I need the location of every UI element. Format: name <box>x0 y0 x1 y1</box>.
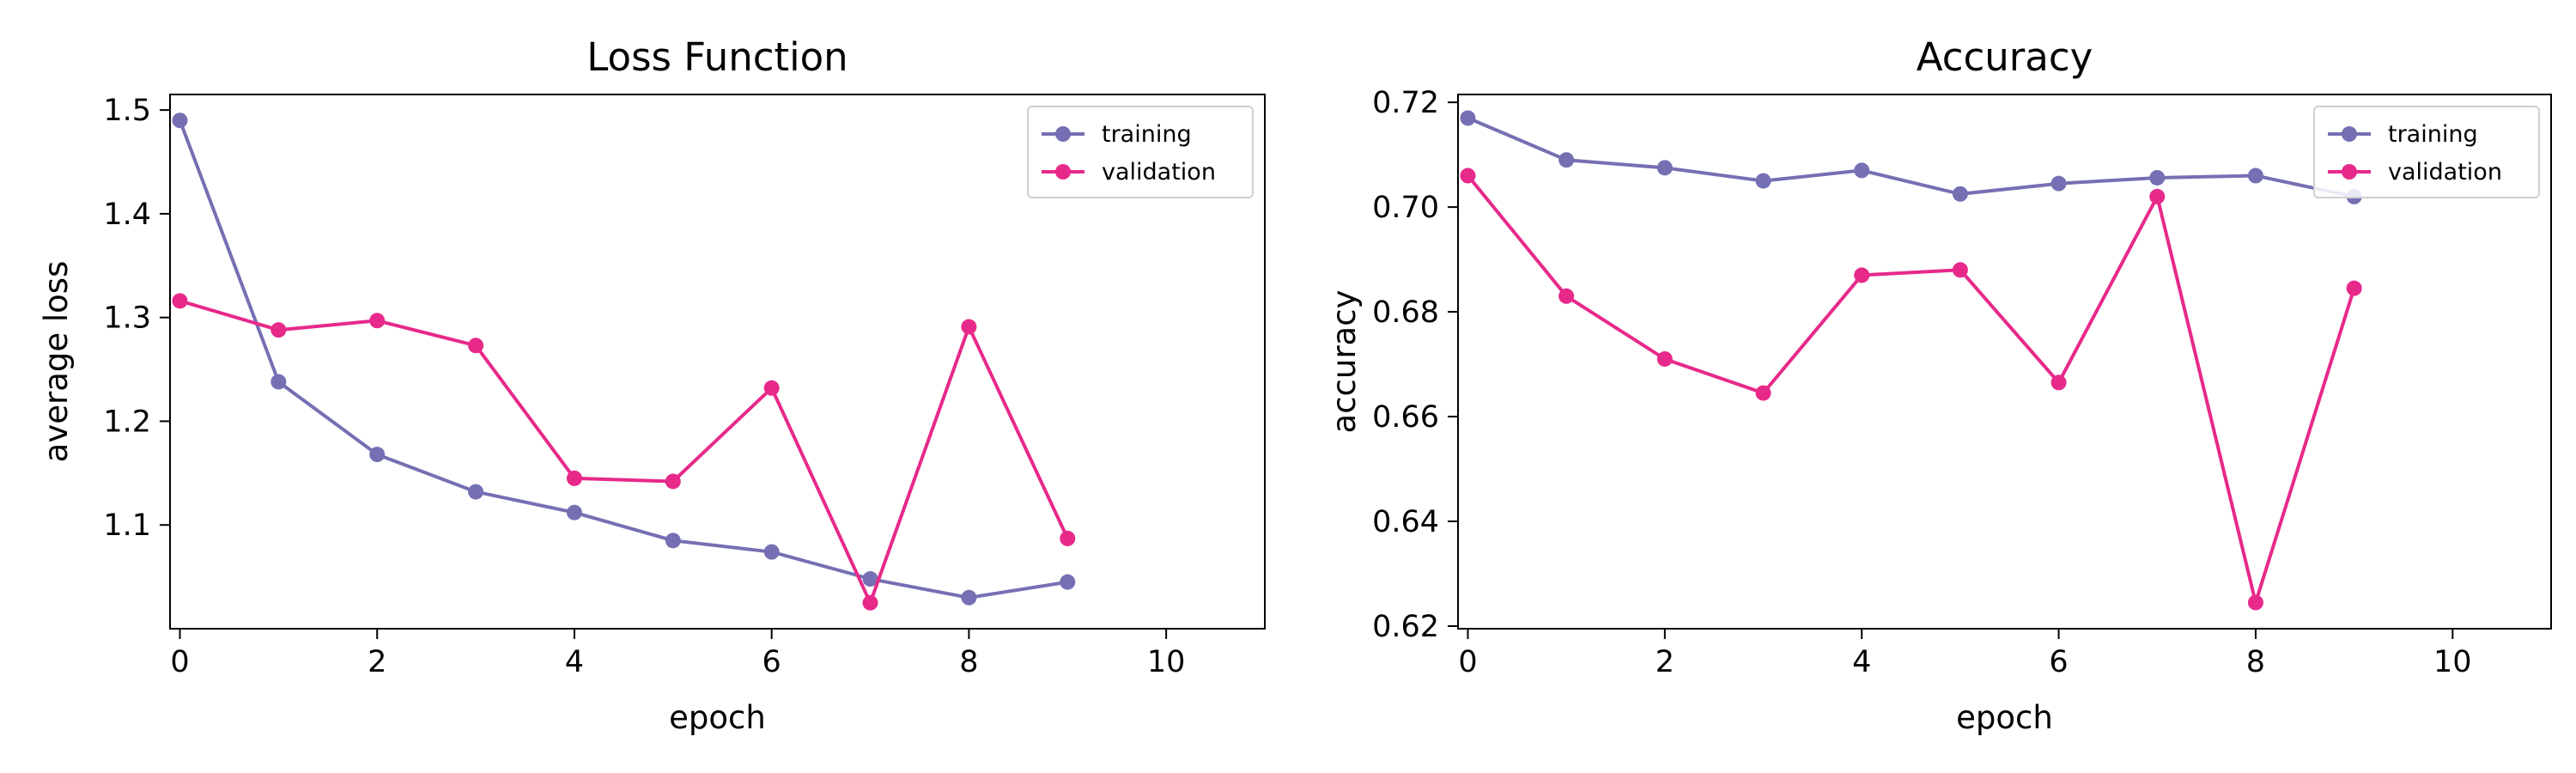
data-point-validation <box>665 473 681 490</box>
x-tick-label: 6 <box>762 645 781 679</box>
series-line-validation <box>178 299 1070 605</box>
chart-title: Loss Function <box>586 34 848 80</box>
x-tick-label: 8 <box>959 645 978 679</box>
x-axis-label: epoch <box>669 699 766 736</box>
data-point-training <box>1952 186 1968 202</box>
chart-title: Accuracy <box>1917 34 2093 80</box>
data-point-training <box>763 544 780 560</box>
y-tick-label: 0.68 <box>1372 295 1439 330</box>
x-tick-label: 10 <box>2433 645 2472 679</box>
x-tick-label: 2 <box>1656 645 1674 679</box>
chart-panel-2: Accuracy 0 2 4 6 8 10 0.62 0.64 0.66 0.68 0.70 0.72 e… <box>1326 34 2552 736</box>
legend: training validation <box>2313 106 2540 198</box>
y-tick-label: 1.5 <box>103 94 151 128</box>
x-tick-label: 10 <box>1147 645 1186 679</box>
y-axis-label: average loss <box>38 261 75 463</box>
data-point-validation <box>862 594 878 611</box>
data-point-training <box>566 504 582 520</box>
y-tick-label: 0.66 <box>1372 400 1439 435</box>
series-validation <box>1460 167 2362 611</box>
legend-marker-training <box>2342 126 2357 142</box>
data-point-validation <box>270 322 287 338</box>
data-point-training <box>1854 162 1870 179</box>
legend-marker-training <box>1055 126 1071 142</box>
x-tick-label: 0 <box>1458 645 1477 679</box>
data-point-validation <box>1460 167 1476 184</box>
data-point-training <box>665 533 681 549</box>
data-point-training <box>1060 574 1076 590</box>
data-point-training <box>369 447 386 463</box>
y-axis-label: accuracy <box>1326 290 1363 434</box>
y-tick-label: 0.64 <box>1372 505 1439 539</box>
data-point-training <box>1460 110 1476 126</box>
data-point-training <box>270 374 287 390</box>
y-tick-label: 0.70 <box>1372 191 1439 225</box>
data-point-validation <box>1755 385 1771 401</box>
data-point-training <box>468 484 484 500</box>
plot-frame <box>1457 94 2552 630</box>
series-training <box>1460 110 2362 204</box>
legend-label-training: training <box>2388 121 2478 148</box>
data-point-training <box>1558 152 1575 168</box>
data-point-training <box>2247 167 2263 184</box>
data-point-training <box>862 571 878 587</box>
legend-marker-validation <box>2342 164 2357 180</box>
data-point-validation <box>468 338 484 354</box>
data-point-validation <box>2050 374 2067 391</box>
data-point-validation <box>172 293 188 309</box>
series-validation <box>172 293 1076 611</box>
x-tick-label: 6 <box>2049 645 2068 679</box>
plot-frame <box>169 94 1266 630</box>
data-point-validation <box>2346 280 2362 296</box>
x-tick-label: 4 <box>1852 645 1871 679</box>
x-tick-label: 4 <box>565 645 584 679</box>
data-point-validation <box>369 313 386 329</box>
legend-box <box>2313 106 2540 198</box>
data-point-validation <box>1060 530 1076 546</box>
legend-marker-validation <box>1055 164 1071 180</box>
data-point-validation <box>1854 267 1870 283</box>
y-tick-label: 1.3 <box>103 301 151 336</box>
legend-label-validation: validation <box>1102 159 1216 186</box>
legend-box <box>1027 106 1254 198</box>
data-point-training <box>2050 175 2067 192</box>
data-point-validation <box>763 380 780 396</box>
legend: training validation <box>1027 106 1254 198</box>
data-point-validation <box>1952 262 1968 278</box>
legend-label-validation: validation <box>2388 159 2502 186</box>
data-point-validation <box>1656 350 1673 367</box>
x-tick-label: 8 <box>2246 645 2265 679</box>
y-tick-label: 0.62 <box>1372 610 1439 644</box>
data-point-validation <box>2149 188 2166 204</box>
y-tick-label: 1.2 <box>103 405 151 439</box>
data-point-training <box>961 589 977 606</box>
y-tick-label: 0.72 <box>1372 86 1439 120</box>
data-point-training <box>1656 160 1673 176</box>
series-training <box>172 113 1076 606</box>
legend-label-training: training <box>1102 121 1192 148</box>
x-axis-label: epoch <box>1956 699 2053 736</box>
data-point-training <box>172 113 188 129</box>
data-point-validation <box>566 470 582 486</box>
data-point-training <box>1755 173 1771 189</box>
series-line-validation <box>1466 173 2356 605</box>
data-point-validation <box>2247 594 2263 611</box>
y-tick-label: 1.1 <box>103 508 151 543</box>
data-point-validation <box>1558 288 1575 304</box>
data-point-validation <box>961 319 977 335</box>
y-tick-label: 1.4 <box>103 198 151 232</box>
x-tick-label: 0 <box>170 645 189 679</box>
data-point-training <box>2149 169 2166 186</box>
chart-panel-1: Loss Function 0 2 4 6 8 10 1.1 1.2 1.3 1.4 1.5 epoch… <box>38 34 1266 736</box>
series-line-training <box>178 119 1070 600</box>
series-line-training <box>1466 116 2356 198</box>
x-tick-label: 2 <box>368 645 386 679</box>
